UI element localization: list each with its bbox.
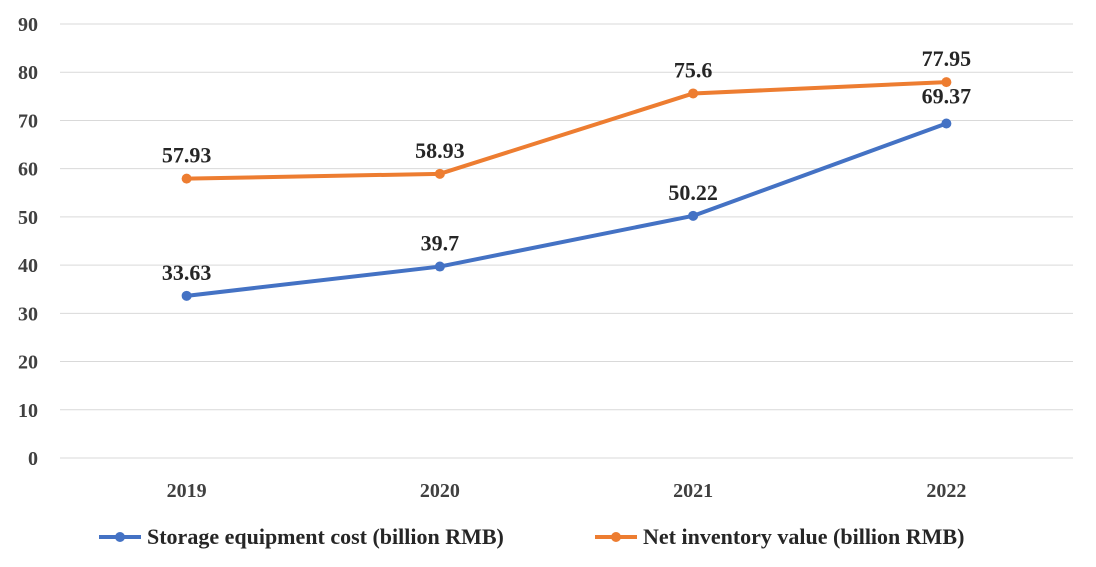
y-tick-label: 60 [18, 159, 38, 181]
data-label: 77.95 [922, 46, 972, 71]
data-point [941, 77, 952, 88]
data-point [688, 210, 699, 221]
data-point [434, 168, 445, 179]
y-tick-label: 30 [18, 303, 38, 325]
x-tick-label: 2020 [420, 480, 460, 502]
data-label: 50.22 [668, 180, 718, 205]
data-point [941, 118, 952, 129]
legend: Storage equipment cost (billion RMB) Net … [99, 524, 964, 549]
y-tick-label: 40 [18, 255, 38, 277]
data-label: 39.7 [421, 231, 460, 256]
legend-label: Storage equipment cost (billion RMB) [147, 524, 504, 549]
legend-marker [611, 532, 621, 542]
legend-item: Storage equipment cost (billion RMB) [99, 524, 504, 549]
legend-marker [115, 532, 125, 542]
x-axis-ticks: 2019 2020 2021 2022 [167, 480, 967, 502]
y-tick-label: 0 [28, 448, 38, 470]
x-tick-label: 2021 [673, 480, 713, 502]
data-label: 57.93 [162, 143, 212, 168]
y-tick-label: 10 [18, 400, 38, 422]
data-label: 69.37 [922, 83, 972, 108]
series-line-0 [184, 121, 949, 298]
y-tick-label: 90 [18, 14, 38, 36]
data-point [688, 88, 699, 99]
data-label: 33.63 [162, 260, 212, 285]
data-point [181, 173, 192, 184]
y-axis-ticks: 0 10 20 30 40 50 60 70 80 90 [18, 14, 38, 470]
series-lines [181, 77, 952, 301]
x-tick-label: 2019 [167, 480, 207, 502]
data-label: 58.93 [415, 138, 465, 163]
y-tick-label: 70 [18, 110, 38, 132]
x-tick-label: 2022 [926, 480, 966, 502]
legend-label: Net inventory value (billion RMB) [643, 524, 964, 549]
data-label: 75.6 [674, 57, 713, 82]
data-labels: 33.63 39.7 50.22 69.37 57.93 58.93 75.6 77.95 [162, 46, 971, 285]
y-tick-label: 50 [18, 207, 38, 229]
data-point [434, 261, 445, 272]
y-tick-label: 20 [18, 352, 38, 374]
data-point [181, 290, 192, 301]
gridlines [60, 23, 1073, 459]
legend-item: Net inventory value (billion RMB) [595, 524, 964, 549]
y-tick-label: 80 [18, 62, 38, 84]
series-line-1 [184, 80, 949, 181]
